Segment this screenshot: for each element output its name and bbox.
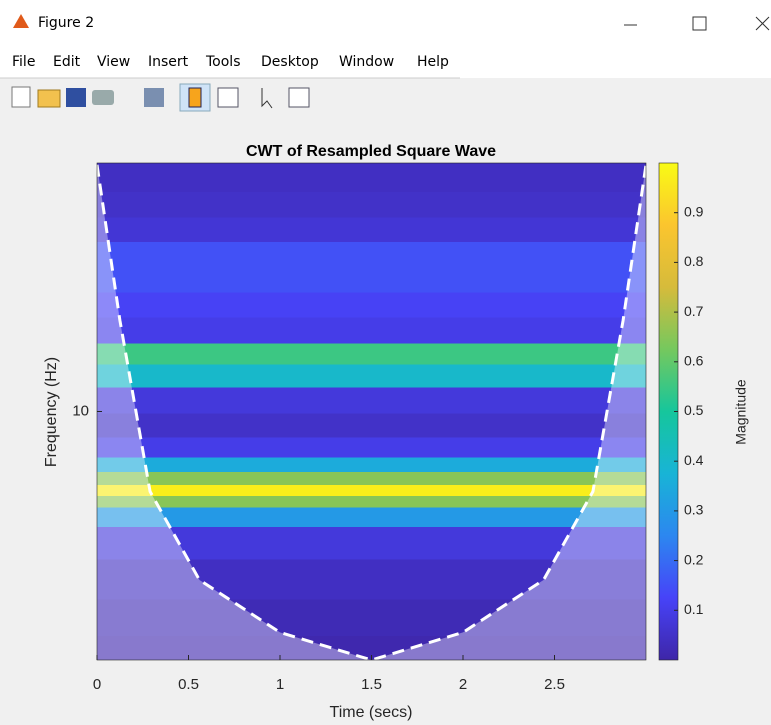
select-button[interactable]: [261, 88, 273, 109]
close-button[interactable]: [755, 16, 770, 31]
heatmap-row: [97, 292, 646, 318]
menu-item[interactable]: File: [12, 54, 35, 70]
app-icon: [13, 14, 29, 28]
colorbar-tick-label: 0.6: [684, 353, 704, 369]
heatmap-row: [97, 527, 646, 560]
heatmap-row: [97, 364, 646, 388]
heatmap-row: [97, 507, 646, 528]
menu-bar: [0, 44, 771, 78]
heatmap-row: [97, 267, 646, 293]
menu-item[interactable]: Tools: [205, 54, 241, 70]
heatmap-row: [97, 387, 646, 414]
heatmap-row: [97, 437, 646, 458]
legend-button[interactable]: [217, 87, 239, 108]
menu-item[interactable]: Edit: [53, 54, 81, 70]
heatmap-row: [97, 471, 646, 485]
x-tick-label: 1: [276, 676, 284, 693]
colorbar-label: Magnitude: [733, 379, 749, 445]
window-title: Figure 2: [38, 15, 94, 31]
heatmap-row: [97, 413, 646, 438]
colorbar-tick-label: 0.9: [684, 203, 704, 219]
new-button[interactable]: [11, 86, 31, 108]
menu-item[interactable]: View: [97, 54, 130, 70]
x-tick-label: 0: [93, 676, 101, 693]
colorbar-icon: [188, 87, 202, 108]
x-tick-label: 2: [459, 676, 467, 693]
menu-item[interactable]: Window: [339, 54, 394, 70]
link-button[interactable]: [144, 88, 164, 107]
y-tick-label: 10: [72, 402, 89, 419]
colorbar-tick-label: 0.2: [684, 551, 704, 567]
colorbar-tick-label: 0.3: [684, 502, 704, 518]
heatmap-row: [97, 242, 646, 268]
toolbar: [11, 83, 310, 112]
maximize-button[interactable]: [692, 16, 707, 31]
coi-line: [95, 164, 648, 662]
property-button[interactable]: [288, 87, 310, 108]
heatmap-row: [97, 496, 646, 508]
menu-item[interactable]: Insert: [148, 54, 189, 70]
heatmap-row: [97, 559, 646, 600]
colorbar-tick-label: 0.1: [684, 601, 704, 617]
save-button[interactable]: [66, 88, 86, 107]
title-bar: [0, 0, 771, 44]
heatmap-row: [97, 192, 646, 218]
print-button[interactable]: [92, 90, 114, 105]
colorbar-tick-label: 0.7: [684, 303, 704, 319]
y-axis-label: Frequency (Hz): [43, 357, 60, 467]
heatmap-row: [97, 636, 646, 660]
heatmap-row: [97, 217, 646, 243]
heatmap-row: [97, 343, 646, 365]
menu-item[interactable]: Help: [417, 54, 449, 70]
colorbar-tick-label: 0.4: [684, 452, 704, 468]
heatmap-row: [97, 317, 646, 344]
heatmap-row: [97, 457, 646, 472]
heatmap-row: [97, 599, 646, 637]
x-axis-label: Time (secs): [330, 704, 413, 721]
coi-shade: [97, 163, 646, 660]
menu-item[interactable]: Desktop: [261, 54, 319, 70]
colorbar-tick-label: 0.5: [684, 402, 704, 418]
heatmap-row: [97, 163, 646, 193]
chart-title: CWT of Resampled Square Wave: [246, 143, 496, 160]
x-tick-label: 2.5: [544, 676, 565, 693]
heatmap-row: [97, 484, 646, 497]
x-tick-label: 0.5: [178, 676, 199, 693]
colorbar-tick-label: 0.8: [684, 253, 704, 269]
open-button[interactable]: [37, 89, 61, 108]
x-tick-label: 1.5: [361, 676, 382, 693]
